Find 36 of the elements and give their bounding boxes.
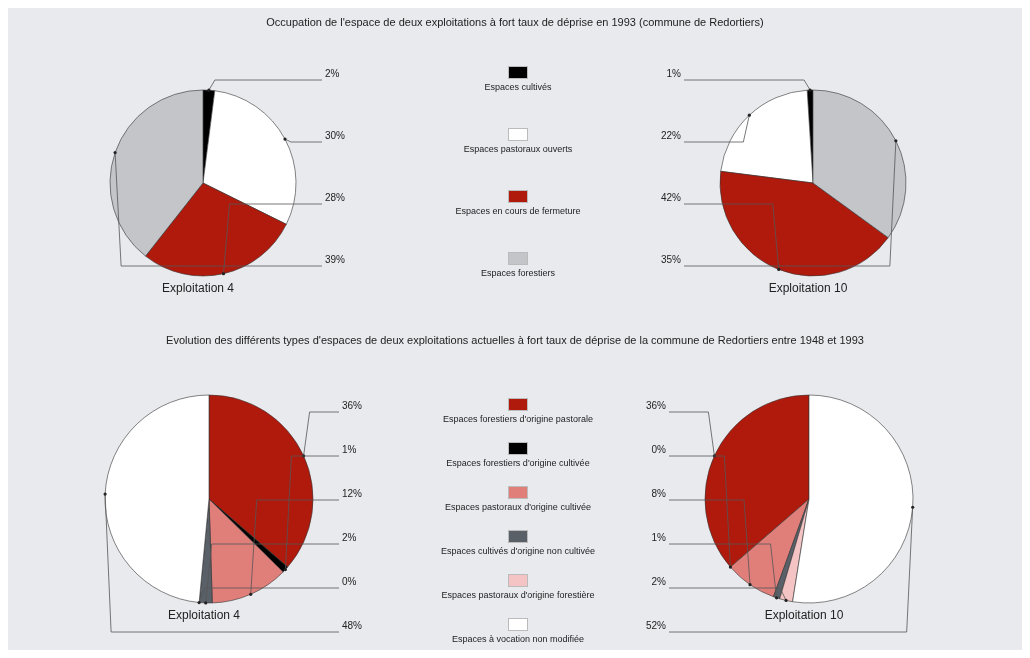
legend-label: Espaces pastoraux ouverts — [462, 144, 574, 154]
slice-label: Exploitation 4 — [160, 281, 235, 295]
legend-label: Espaces à vocation non modifiée — [450, 634, 586, 644]
data-label: 1% — [342, 444, 357, 455]
legend-label: Espaces cultivés — [483, 82, 553, 92]
slice-label: Exploitation 4 — [166, 608, 241, 622]
legend-label: Espaces pastoraux d'origine cultivée — [444, 502, 592, 512]
data-label: 1% — [651, 532, 667, 543]
data-label: 12% — [342, 488, 363, 499]
legend-label: Espaces cultivés d'origine non cultivée — [440, 546, 596, 556]
legend-label: Espaces forestiers d'origine pastorale — [442, 414, 594, 424]
data-label: 2% — [651, 576, 667, 587]
legend-label: Espaces en cours de fermeture — [454, 206, 582, 216]
data-label: 8% — [651, 488, 667, 499]
slice-label: Exploitation 10 — [763, 608, 845, 622]
legend-label: Espaces forestiers d'origine cultivée — [445, 458, 591, 468]
data-label: 36% — [645, 400, 667, 411]
data-label: 22% — [660, 130, 682, 141]
text: 0% — [651, 444, 666, 455]
legend-label: Espaces forestiers — [480, 268, 556, 278]
data-label: 36% — [342, 400, 363, 411]
data-label: 2% — [342, 532, 357, 543]
data-label: 2% — [325, 68, 340, 79]
data-label: 28% — [325, 192, 346, 203]
data-label: 30% — [325, 130, 346, 141]
data-label: 1% — [666, 68, 682, 79]
slice-label: Exploitation 10 — [767, 281, 849, 295]
data-label: 52% — [645, 620, 667, 631]
data-label: 39% — [325, 254, 346, 265]
chart-title: Evolution des différents types d'espaces de deux exploitations actuelles à fort taux de déprise de la commune de Redortiers entre 1948 et 1993 — [165, 334, 865, 347]
data-label: 48% — [342, 620, 363, 631]
legend-label: Espaces pastoraux d'origine forestière — [440, 590, 596, 600]
data-label: 42% — [660, 192, 682, 203]
chart-title: Occupation de l'espace de deux exploitations à fort taux de déprise en 1993 (commune de Redortiers) — [265, 16, 765, 29]
text: 0% — [342, 576, 357, 587]
data-label: 35% — [660, 254, 682, 265]
